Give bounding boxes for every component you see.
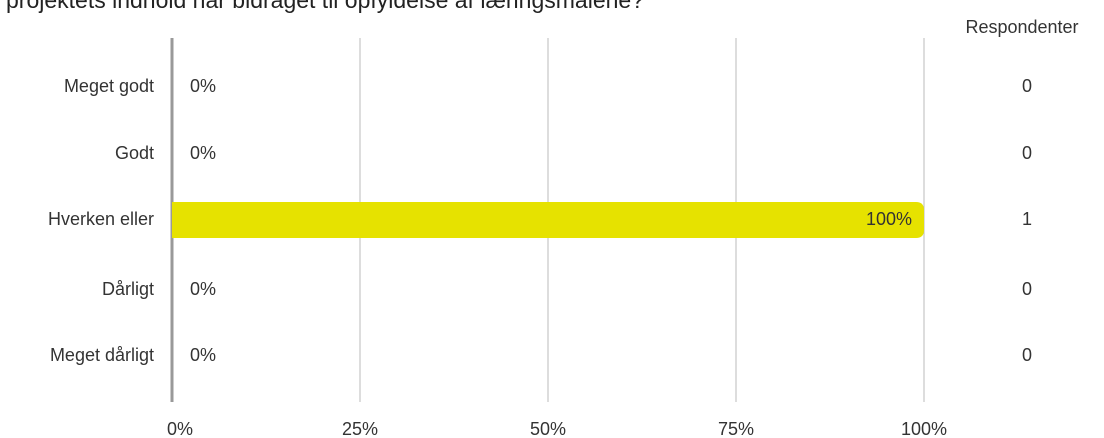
y-tick-label: Meget dårligt [50, 345, 154, 365]
respondent-count: 0 [1022, 345, 1032, 365]
respondent-count: 0 [1022, 279, 1032, 299]
y-tick-label: Meget godt [64, 76, 154, 96]
x-tick-label: 25% [342, 419, 378, 438]
value-label: 0% [190, 279, 216, 299]
value-label: 0% [190, 76, 216, 96]
y-tick-label: Hverken eller [48, 209, 154, 229]
y-tick-label: Godt [115, 143, 154, 163]
x-tick-label: 100% [901, 419, 947, 438]
x-tick-label: 50% [530, 419, 566, 438]
respondent-count: 0 [1022, 76, 1032, 96]
bar [172, 202, 924, 238]
value-label: 0% [190, 345, 216, 365]
y-tick-label: Dårligt [102, 279, 154, 299]
x-tick-label: 75% [718, 419, 754, 438]
value-label: 100% [866, 209, 912, 229]
respondent-count: 0 [1022, 143, 1032, 163]
value-label: 0% [190, 143, 216, 163]
chart-title: projektets indhold har bidraget til opfy… [6, 0, 644, 13]
respondent-count: 1 [1022, 209, 1032, 229]
x-tick-label: 0% [167, 419, 193, 438]
respondents-header: Respondenter [965, 17, 1078, 37]
